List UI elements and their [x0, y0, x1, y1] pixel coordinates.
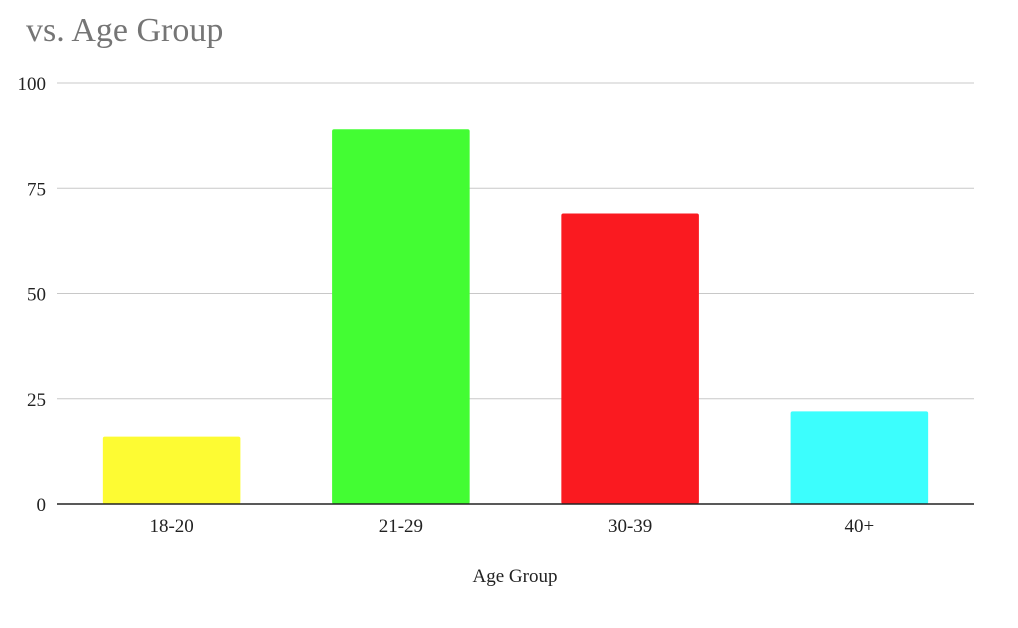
y-tick-label: 100	[18, 74, 47, 95]
bar-21-29	[332, 129, 470, 504]
y-axis-ticks: 0 25 50 75 100	[18, 74, 47, 516]
x-tick-label: 40+	[845, 516, 875, 537]
y-tick-label: 25	[27, 390, 46, 411]
x-axis-ticks: 18-20 21-29 30-39 40+	[149, 516, 874, 537]
chart-title: vs. Age Group	[26, 12, 224, 49]
bar-40+	[790, 411, 929, 504]
x-tick-label: 30-39	[608, 516, 652, 537]
x-tick-label: 21-29	[379, 516, 423, 537]
x-axis-title: Age Group	[473, 566, 558, 587]
y-tick-label: 50	[27, 285, 46, 306]
gridlines	[57, 82, 974, 400]
x-tick-label: 18-20	[149, 516, 193, 537]
y-tick-label: 75	[27, 179, 46, 200]
bars	[102, 129, 929, 504]
y-tick-label: 0	[37, 495, 47, 516]
bar-18-20	[102, 436, 241, 504]
bar-30-39	[561, 213, 699, 504]
